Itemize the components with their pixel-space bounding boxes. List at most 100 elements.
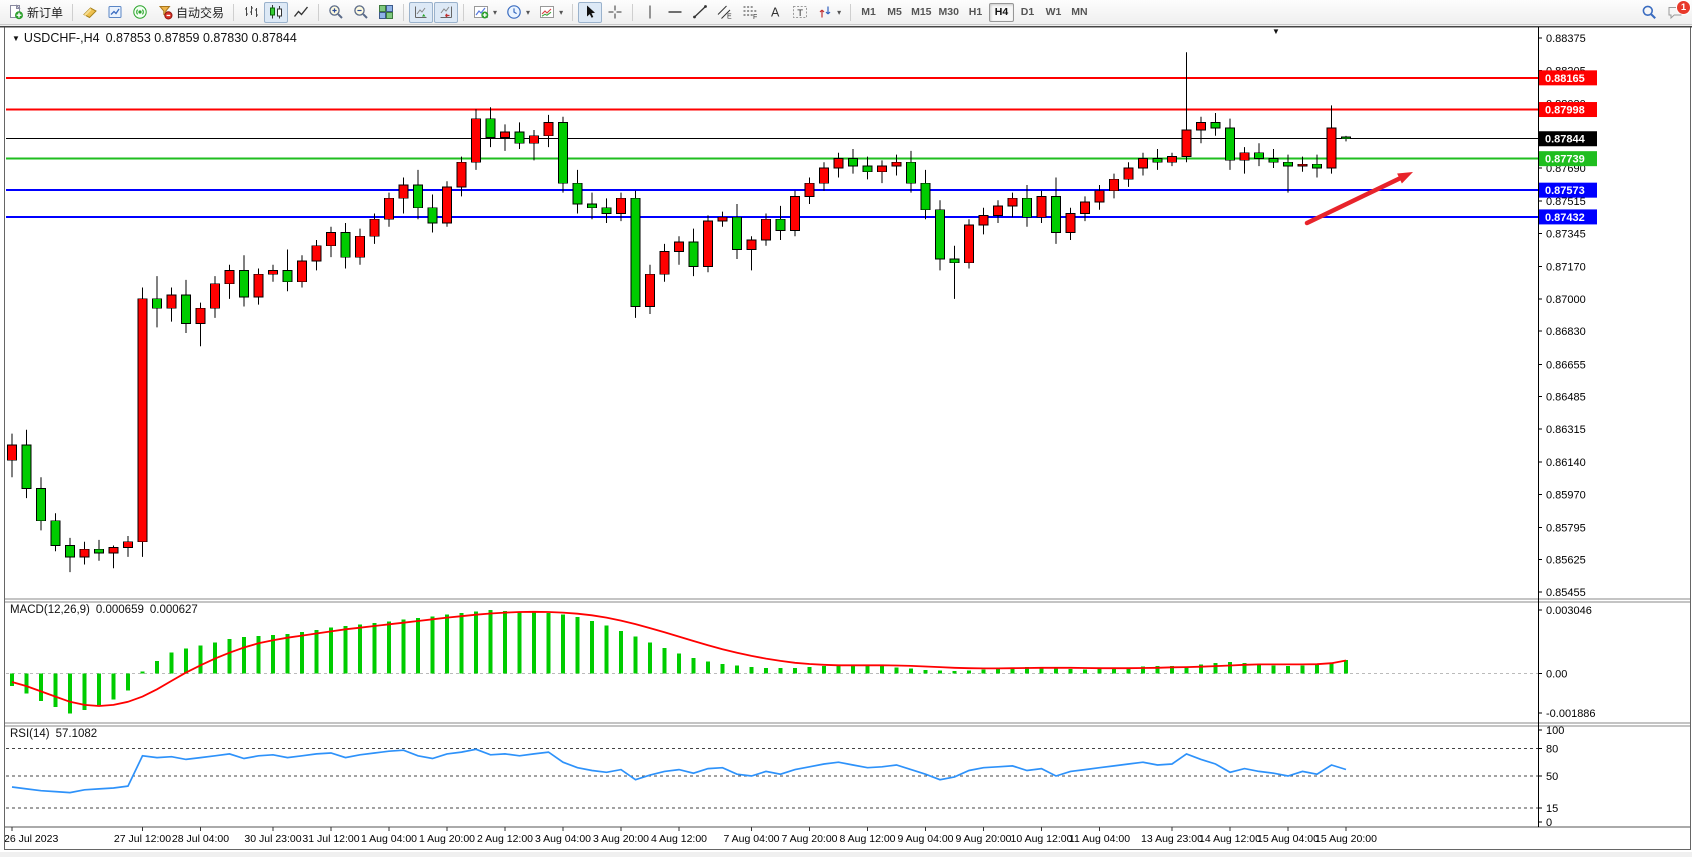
timeframe-button-m1[interactable]: M1 bbox=[856, 3, 881, 22]
crosshair-button[interactable] bbox=[603, 2, 627, 23]
candle-chart-button[interactable] bbox=[264, 1, 289, 23]
toolbar-separator bbox=[850, 3, 852, 21]
bar-chart-icon bbox=[243, 4, 259, 20]
dropdown-arrow-icon[interactable]: ▾ bbox=[837, 7, 842, 17]
auto-scroll-button[interactable] bbox=[409, 1, 434, 23]
chart-symbol-period: USDCHF-,H4 bbox=[23, 31, 100, 45]
channel-button[interactable]: E bbox=[713, 2, 737, 23]
main-toolbar: 新订单 自动交易 ▾ ▾ ▾ E F A T ▾ M1 M5 M15 M30 H1 H4 D1 W1 MN bbox=[0, 0, 1692, 25]
dropdown-arrow-icon[interactable]: ▾ bbox=[559, 7, 564, 17]
vline-icon bbox=[642, 4, 658, 20]
macd-histogram[interactable] bbox=[10, 610, 1348, 714]
timeframe-button-w1[interactable]: W1 bbox=[1041, 3, 1066, 22]
channel-icon: E bbox=[717, 4, 733, 21]
vertical-line-button[interactable] bbox=[638, 2, 662, 23]
svg-text:13 Aug 23:00: 13 Aug 23:00 bbox=[1141, 833, 1203, 845]
svg-text:0.86315: 0.86315 bbox=[1546, 424, 1586, 436]
tile-windows-button[interactable] bbox=[374, 2, 398, 23]
timeframe-button-h1[interactable]: H1 bbox=[963, 3, 988, 22]
toolbar-separator bbox=[463, 3, 465, 21]
line-chart-button[interactable] bbox=[289, 2, 313, 23]
periods-button[interactable]: ▾ bbox=[502, 2, 534, 23]
chart-title: ▼ USDCHF-,H4 0.87853 0.87859 0.87830 0.878… bbox=[12, 31, 297, 45]
toolbar-separator bbox=[572, 3, 574, 21]
macd-signal-line[interactable] bbox=[11, 610, 1347, 707]
crosshair-icon bbox=[607, 4, 623, 20]
profiles-icon bbox=[82, 4, 98, 20]
candle-chart-icon bbox=[268, 4, 284, 20]
svg-text:7 Aug 20:00: 7 Aug 20:00 bbox=[781, 833, 837, 845]
toolbar-separator bbox=[632, 3, 634, 21]
svg-text:0.85795: 0.85795 bbox=[1546, 522, 1586, 534]
bar-chart-button[interactable] bbox=[239, 2, 263, 23]
rsi-name: RSI(14) bbox=[10, 728, 50, 740]
zoom-out-button[interactable] bbox=[349, 2, 373, 23]
search-button[interactable] bbox=[1640, 4, 1658, 22]
new-order-button[interactable]: 新订单 bbox=[4, 2, 67, 23]
svg-text:31 Jul 12:00: 31 Jul 12:00 bbox=[302, 833, 359, 845]
svg-text:0.88375: 0.88375 bbox=[1546, 33, 1586, 45]
chart-collapse-arrow[interactable]: ▼ bbox=[12, 34, 20, 43]
main-chart-panel[interactable] bbox=[5, 27, 1538, 599]
dropdown-arrow-icon[interactable]: ▾ bbox=[526, 7, 531, 17]
chat-button[interactable]: 1 bbox=[1666, 0, 1691, 22]
rsi-value: 57.1082 bbox=[55, 728, 98, 740]
svg-text:50: 50 bbox=[1546, 771, 1558, 783]
chart-shift-icon bbox=[438, 4, 454, 20]
timeframe-button-m15[interactable]: M15 bbox=[908, 3, 934, 22]
svg-text:0: 0 bbox=[1546, 817, 1552, 829]
time-axis[interactable] bbox=[5, 828, 1690, 850]
new-order-button-label: 新订单 bbox=[27, 5, 64, 20]
svg-text:28 Jul 04:00: 28 Jul 04:00 bbox=[172, 833, 229, 845]
market-watch-icon bbox=[107, 4, 123, 20]
svg-text:0.85625: 0.85625 bbox=[1546, 555, 1586, 567]
auto-trading-button[interactable]: 自动交易 bbox=[153, 2, 228, 23]
svg-text:1 Aug 04:00: 1 Aug 04:00 bbox=[361, 833, 417, 845]
trendline-button[interactable] bbox=[688, 2, 712, 23]
svg-text:9 Aug 20:00: 9 Aug 20:00 bbox=[955, 833, 1011, 845]
profiles-button[interactable] bbox=[78, 2, 102, 23]
templates-button[interactable]: ▾ bbox=[535, 2, 567, 23]
label-button[interactable]: T bbox=[788, 2, 812, 23]
toolbar-right-group: 1 bbox=[1640, 0, 1691, 25]
timeframe-button-m30[interactable]: M30 bbox=[936, 3, 962, 22]
cursor-button[interactable] bbox=[578, 1, 603, 23]
arrows-button[interactable]: ▾ bbox=[813, 2, 845, 23]
toolbar-separator bbox=[72, 3, 74, 21]
timeframe-button-h4[interactable]: H4 bbox=[988, 2, 1014, 22]
timeframe-button-d1[interactable]: D1 bbox=[1015, 3, 1040, 22]
dropdown-arrow-icon[interactable]: ▾ bbox=[493, 7, 498, 17]
chart-menu-arrow-icon[interactable]: ▼ bbox=[1272, 27, 1280, 36]
trend-arrow-annotation[interactable] bbox=[1304, 172, 1413, 226]
svg-text:0.86830: 0.86830 bbox=[1546, 326, 1586, 338]
macd-indicator-label: MACD(12,26,9) 0.000659 0.000627 bbox=[10, 604, 198, 616]
zoom-in-button[interactable] bbox=[324, 2, 348, 23]
timeframe-button-m5[interactable]: M5 bbox=[882, 3, 907, 22]
svg-text:0.87573: 0.87573 bbox=[1545, 185, 1585, 197]
auto-trading-icon bbox=[157, 4, 173, 20]
svg-text:0.87998: 0.87998 bbox=[1545, 105, 1585, 117]
rsi-line[interactable] bbox=[11, 748, 1347, 794]
svg-text:3 Aug 04:00: 3 Aug 04:00 bbox=[535, 833, 591, 845]
tile-windows-icon bbox=[378, 4, 394, 20]
svg-text:27 Jul 12:00: 27 Jul 12:00 bbox=[114, 833, 171, 845]
candlestick-series[interactable] bbox=[7, 52, 1351, 573]
fibonacci-button[interactable]: F bbox=[738, 2, 762, 23]
svg-text:A: A bbox=[771, 6, 780, 20]
zoom-in-icon bbox=[328, 4, 344, 20]
chart-window[interactable]: 0.883750.882050.880300.878600.876900.875… bbox=[0, 25, 1692, 852]
timeframe-button-mn[interactable]: MN bbox=[1067, 3, 1092, 22]
svg-text:T: T bbox=[797, 8, 803, 19]
text-button[interactable]: A bbox=[763, 2, 787, 23]
svg-text:1 Aug 20:00: 1 Aug 20:00 bbox=[419, 833, 475, 845]
svg-text:0.85455: 0.85455 bbox=[1546, 587, 1586, 599]
horizontal-line-button[interactable] bbox=[663, 2, 687, 23]
signals-button[interactable] bbox=[128, 2, 152, 23]
macd-panel[interactable] bbox=[5, 602, 1538, 722]
svg-text:15 Aug 04:00: 15 Aug 04:00 bbox=[1257, 833, 1319, 845]
indicators-button[interactable]: ▾ bbox=[469, 2, 501, 23]
svg-text:0.85970: 0.85970 bbox=[1546, 489, 1586, 501]
svg-text:10 Aug 12:00: 10 Aug 12:00 bbox=[1011, 833, 1073, 845]
chart-shift-button[interactable] bbox=[434, 1, 459, 23]
market-watch-button[interactable] bbox=[103, 2, 127, 23]
